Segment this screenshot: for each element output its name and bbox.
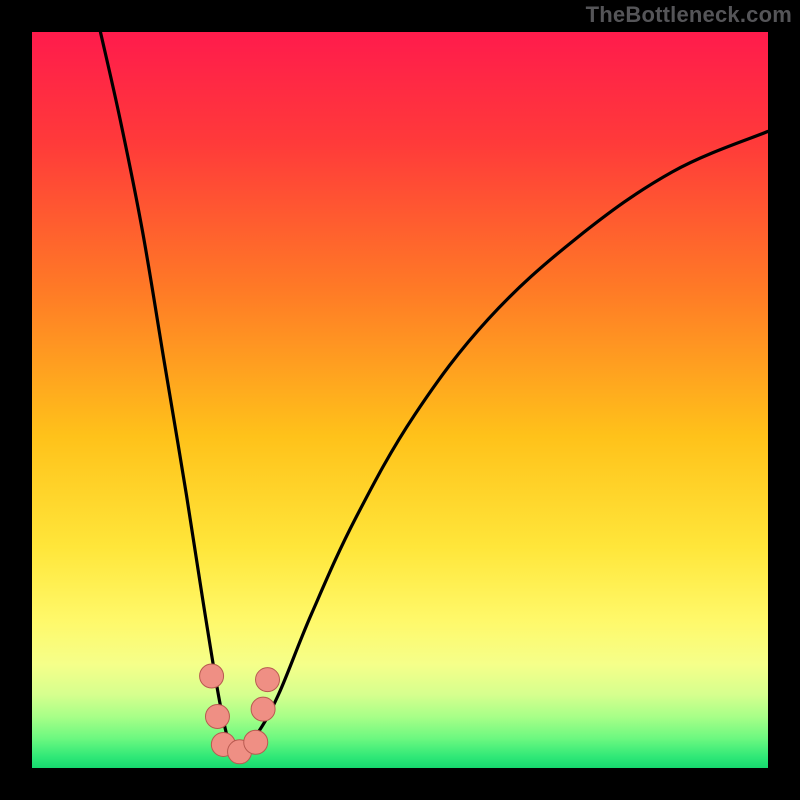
bottleneck-chart: TheBottleneck.com: [0, 0, 800, 800]
marker-dot: [244, 730, 268, 754]
marker-dot: [256, 668, 280, 692]
watermark-text: TheBottleneck.com: [586, 2, 792, 28]
marker-dot: [251, 697, 275, 721]
marker-dot: [205, 704, 229, 728]
marker-dot: [200, 664, 224, 688]
chart-svg: [0, 0, 800, 800]
gradient-plot-area: [32, 32, 768, 768]
